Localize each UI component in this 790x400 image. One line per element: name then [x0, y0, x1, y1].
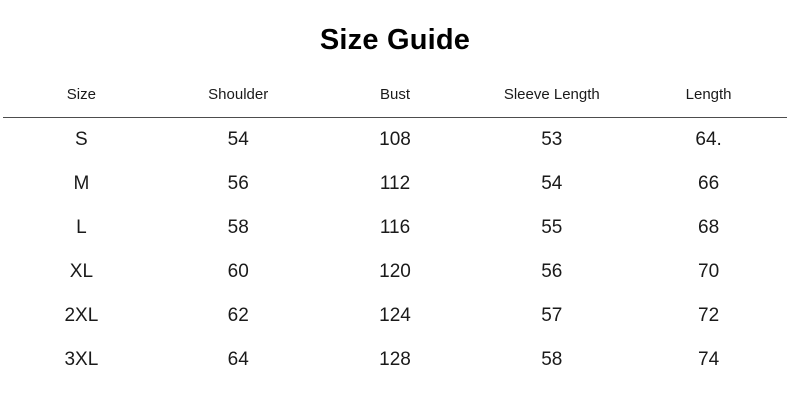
size-cell: 3XL: [64, 349, 99, 370]
table-cell: 70: [698, 261, 720, 282]
table-cell: 55: [541, 217, 563, 238]
table-cell: 74: [698, 349, 720, 370]
table-cell: 54: [541, 173, 563, 194]
table-cell: 112: [379, 173, 411, 194]
table-cell: 68: [698, 217, 720, 238]
table-cell: 64: [227, 349, 249, 370]
table-cell: 56: [227, 173, 249, 194]
table-row-3xl: 3XL 64 128 58 74: [3, 338, 787, 382]
header-cell-bust: Bust: [316, 59, 474, 118]
table-cell: 53: [541, 129, 563, 150]
table-cell: 56: [541, 261, 563, 282]
size-cell: 2XL: [64, 305, 99, 326]
table-cell: 116: [379, 217, 411, 238]
header-cell-length: Length: [630, 59, 787, 118]
table-cell: 120: [379, 261, 411, 282]
table-row-m: M 56 112 54 66: [3, 162, 787, 206]
table-cell: 64.: [695, 129, 722, 150]
table-cell: 128: [379, 349, 411, 370]
size-guide-page: Size Guide Size Shoulder Bust Sleeve Len…: [3, 24, 787, 382]
size-cell: L: [76, 217, 87, 238]
size-cell: XL: [69, 261, 94, 282]
table-cell: 66: [698, 173, 720, 194]
table-cell: 72: [698, 305, 720, 326]
table-cell: 57: [541, 305, 563, 326]
table-row-l: L 58 116 55 68: [3, 206, 787, 250]
header-cell-sleeve-length: Sleeve Length: [473, 59, 631, 118]
table-cell: 62: [227, 305, 249, 326]
table-row-s: S 54 108 53 64.: [3, 118, 787, 163]
table-cell: 54: [227, 129, 249, 150]
header-cell-shoulder: Shoulder: [159, 59, 317, 118]
size-cell: S: [75, 129, 88, 150]
table-cell: 58: [541, 349, 563, 370]
table-header: Size Shoulder Bust Sleeve Length Length: [3, 59, 787, 118]
page-title: Size Guide: [319, 24, 471, 56]
table-cell: 58: [227, 217, 249, 238]
size-table: Size Shoulder Bust Sleeve Length Length …: [3, 59, 787, 382]
header-cell-size: Size: [3, 59, 160, 118]
table-row-2xl: 2XL 62 124 57 72: [3, 294, 787, 338]
table-cell: 124: [379, 305, 411, 326]
table-cell: 60: [227, 261, 249, 282]
table-cell: 108: [379, 129, 411, 150]
header-row: Size Shoulder Bust Sleeve Length Length: [3, 59, 787, 118]
size-cell: M: [73, 173, 90, 194]
table-row-xl: XL 60 120 56 70: [3, 250, 787, 294]
table-body: S 54 108 53 64. M 56 112 54 66 L 58 116 …: [3, 118, 787, 383]
